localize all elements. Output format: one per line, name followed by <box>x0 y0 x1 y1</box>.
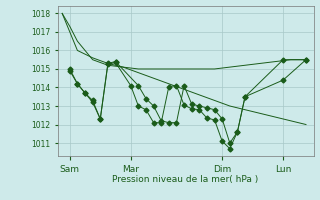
X-axis label: Pression niveau de la mer( hPa ): Pression niveau de la mer( hPa ) <box>112 175 259 184</box>
